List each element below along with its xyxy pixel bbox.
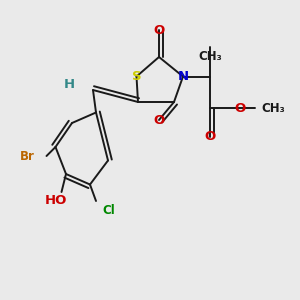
Text: CH₃: CH₃ [261, 101, 285, 115]
Text: Cl: Cl [102, 203, 115, 217]
Text: CH₃: CH₃ [198, 50, 222, 62]
Text: O: O [153, 23, 165, 37]
Text: HO: HO [44, 194, 67, 208]
Text: O: O [234, 101, 246, 115]
Text: O: O [153, 113, 165, 127]
Text: H: H [63, 77, 75, 91]
Text: Br: Br [20, 149, 34, 163]
Text: O: O [204, 130, 216, 143]
Text: S: S [132, 70, 141, 83]
Text: N: N [177, 70, 189, 83]
